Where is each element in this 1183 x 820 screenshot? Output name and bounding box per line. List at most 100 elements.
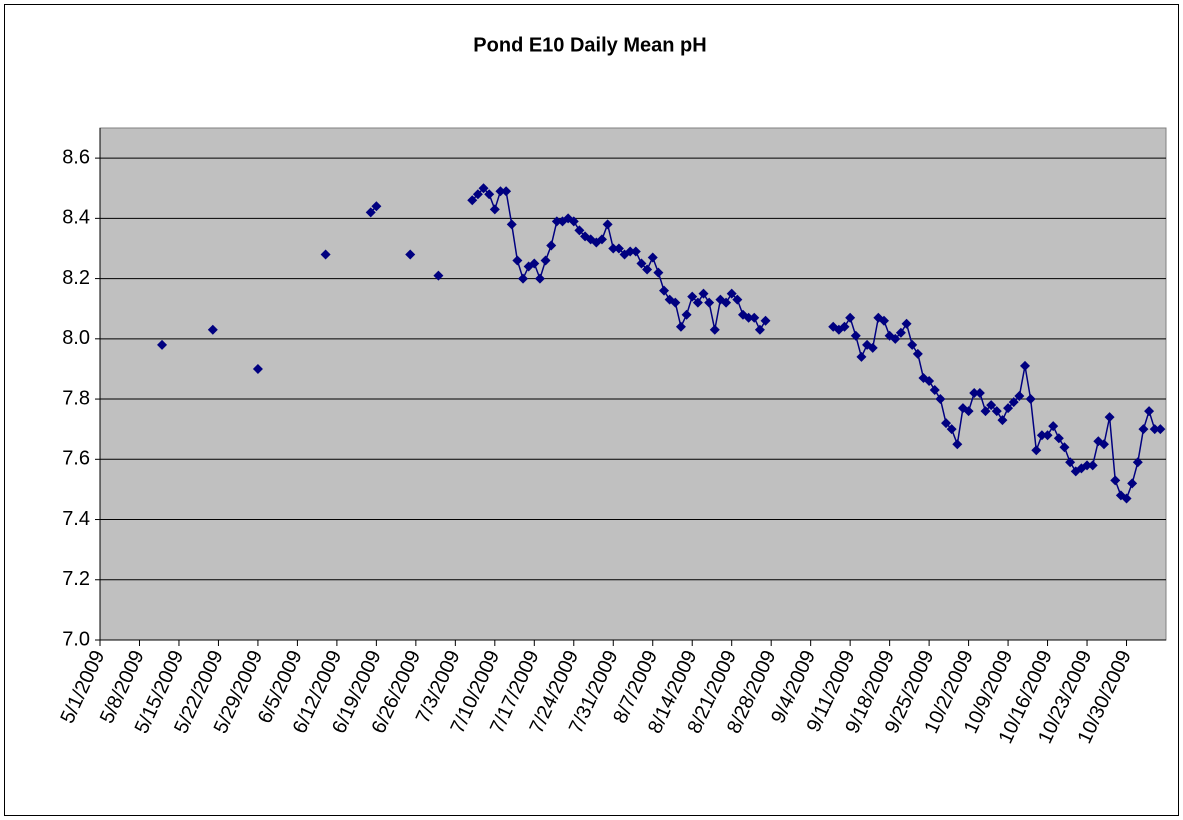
marker [484,189,495,200]
marker [495,186,506,197]
marker [472,189,483,200]
marker [754,324,765,335]
marker [320,249,331,260]
marker [1031,445,1042,456]
marker [907,339,918,350]
marker [630,246,641,257]
marker [1098,439,1109,450]
marker [912,348,923,359]
marker [1065,457,1076,468]
y-tick-label: 8.6 [62,146,90,168]
marker [726,288,737,299]
marker [1036,430,1047,441]
marker [596,234,607,245]
marker [839,321,850,332]
marker [1155,424,1166,435]
marker [1025,394,1036,405]
marker [952,439,963,450]
marker [1042,430,1053,441]
y-tick-label: 7.6 [62,448,90,470]
marker [856,351,867,362]
marker [986,400,997,411]
marker [721,297,732,308]
marker [760,315,771,326]
marker [489,204,500,215]
marker [1110,475,1121,486]
marker [478,183,489,194]
y-tick-label: 8.2 [62,267,90,289]
marker [749,312,760,323]
marker [252,363,263,374]
plot-area [99,127,1167,641]
chart-title: Pond E10 Daily Mean pH [473,34,706,56]
marker [675,321,686,332]
y-tick-label: 7.0 [62,628,90,650]
marker [946,424,957,435]
marker [1087,460,1098,471]
marker [698,288,709,299]
marker [895,327,906,338]
marker [1127,478,1138,489]
marker [1003,403,1014,414]
marker [365,207,376,218]
marker [1014,391,1025,402]
marker [1048,421,1059,432]
marker [157,339,168,350]
marker [878,315,889,326]
y-tick-label: 7.2 [62,568,90,590]
marker [969,388,980,399]
y-tick-label: 7.8 [62,387,90,409]
marker [692,297,703,308]
marker [681,309,692,320]
marker [602,219,613,230]
marker [732,294,743,305]
marker [636,258,647,269]
marker [551,216,562,227]
marker [997,415,1008,426]
marker [574,225,585,236]
marker [1059,442,1070,453]
marker [704,297,715,308]
marker [687,291,698,302]
marker [625,246,636,257]
marker [371,201,382,212]
marker [1144,406,1155,417]
marker [867,342,878,353]
marker [659,285,670,296]
marker [980,406,991,417]
marker [709,324,720,335]
marker [1132,457,1143,468]
marker [1008,397,1019,408]
marker [991,406,1002,417]
marker [540,255,551,266]
marker [512,255,523,266]
marker [546,240,557,251]
marker [850,330,861,341]
marker [941,418,952,429]
marker [901,318,912,329]
marker [642,264,653,275]
marker [534,273,545,284]
marker [647,252,658,263]
y-tick-label: 7.4 [62,508,90,530]
marker [405,249,416,260]
marker [1149,424,1160,435]
marker [935,394,946,405]
marker [467,195,478,206]
marker [963,406,974,417]
marker [670,297,681,308]
marker [433,270,444,281]
marker [743,312,754,323]
marker [974,388,985,399]
marker [501,186,512,197]
marker [929,385,940,396]
marker [1121,493,1132,504]
marker [608,243,619,254]
marker [890,333,901,344]
marker [1019,360,1030,371]
marker [506,219,517,230]
marker [1053,433,1064,444]
marker [845,312,856,323]
y-tick-label: 8.0 [62,327,90,349]
marker [1138,424,1149,435]
